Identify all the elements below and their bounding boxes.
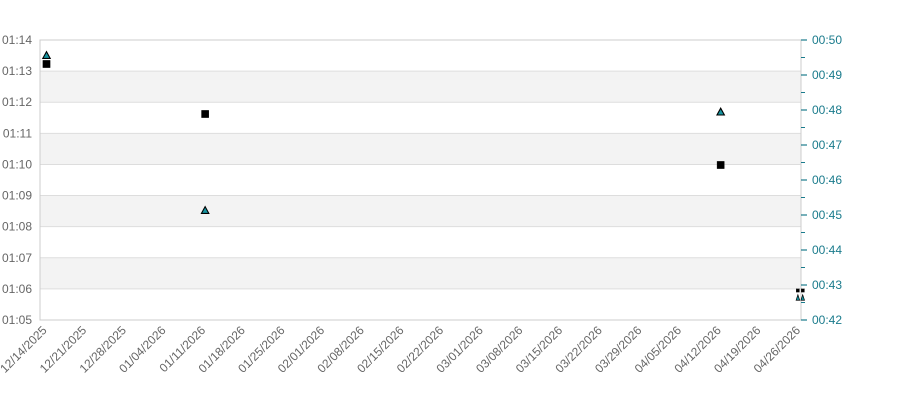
svg-text:01:14: 01:14: [2, 33, 32, 47]
svg-text:01:10: 01:10: [2, 157, 32, 171]
svg-text:00:49: 00:49: [812, 68, 842, 82]
svg-text:01:11: 01:11: [3, 126, 32, 140]
svg-text:00:42: 00:42: [812, 313, 842, 327]
svg-text:00:43: 00:43: [812, 278, 842, 292]
svg-text:00:48: 00:48: [812, 103, 842, 117]
svg-text:00:45: 00:45: [812, 208, 842, 222]
svg-text:01:08: 01:08: [2, 220, 32, 234]
svg-text:01:06: 01:06: [2, 282, 32, 296]
svg-text:00:44: 00:44: [812, 243, 842, 257]
svg-text:01:13: 01:13: [2, 64, 32, 78]
svg-text:00:47: 00:47: [812, 138, 842, 152]
svg-text:00:46: 00:46: [812, 173, 842, 187]
svg-text:01:09: 01:09: [2, 189, 32, 203]
svg-text:00:50: 00:50: [812, 33, 842, 47]
svg-text:01:05: 01:05: [2, 313, 32, 327]
svg-text:01:07: 01:07: [2, 251, 32, 265]
svg-text:01:12: 01:12: [2, 95, 32, 109]
